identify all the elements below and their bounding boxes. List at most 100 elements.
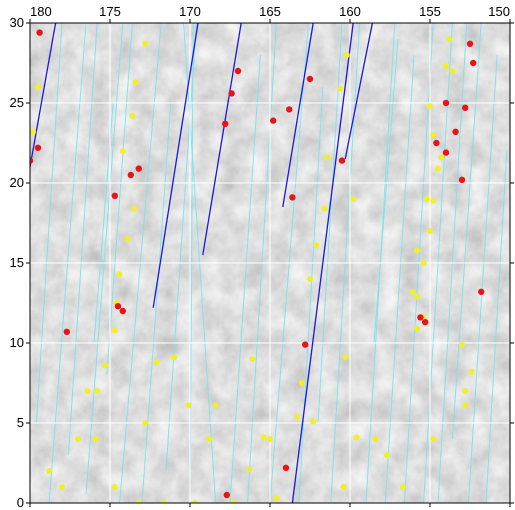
yellow-point [420, 260, 427, 266]
y-axis: 0 5 10 15 20 25 30 [10, 15, 514, 510]
x-tick-label: 150 [488, 4, 510, 19]
yellow-point [313, 242, 320, 249]
cyan-track [106, 23, 133, 376]
blue-track [30, 23, 57, 168]
red-point-layer [30, 29, 485, 499]
red-point [442, 149, 450, 156]
yellow-point [310, 418, 317, 425]
red-point [466, 40, 474, 47]
red-point [462, 104, 469, 112]
red-point [111, 192, 119, 199]
red-point [119, 307, 127, 315]
yellow-point [206, 436, 213, 442]
yellow-point [462, 402, 469, 409]
cyan-track [373, 38, 399, 344]
yellow-point [430, 132, 437, 138]
cyan-track [165, 23, 197, 472]
yellow-point-layer [30, 36, 475, 503]
yellow-point [249, 356, 256, 362]
cyan-track [85, 23, 124, 496]
red-point [338, 157, 346, 164]
yellow-point [414, 325, 421, 332]
yellow-point [35, 84, 41, 90]
yellow-point [191, 500, 198, 503]
red-point [127, 171, 134, 179]
plot-area[interactable] [27, 22, 511, 506]
cyan-track [141, 102, 172, 503]
yellow-point [260, 434, 267, 441]
y-tick-label: 15 [10, 255, 24, 270]
yellow-point [230, 500, 237, 503]
yellow-point [340, 484, 347, 490]
yellow-point [273, 495, 280, 502]
red-point [234, 67, 242, 75]
red-point [478, 288, 485, 295]
yellow-point [30, 128, 37, 135]
red-point [452, 128, 459, 135]
yellow-point [129, 112, 136, 119]
red-point [417, 314, 424, 321]
x-tick-label: 180 [30, 4, 52, 19]
yellow-point [161, 500, 168, 503]
yellow-point [449, 68, 456, 74]
y-tick-label: 0 [17, 495, 24, 510]
cyan-track [35, 23, 63, 424]
cyan-track [298, 86, 324, 503]
red-point [114, 303, 122, 310]
yellow-point [246, 466, 253, 473]
yellow-point [446, 36, 453, 42]
yellow-point [414, 293, 421, 300]
yellow-point [468, 368, 475, 375]
cyan-track [384, 54, 415, 503]
blue-track [282, 23, 314, 208]
red-point [289, 194, 296, 201]
yellow-point [94, 388, 101, 394]
yellow-point [324, 154, 331, 161]
yellow-point [124, 236, 131, 242]
yellow-point [443, 63, 449, 70]
yellow-point [142, 40, 149, 47]
yellow-point [337, 85, 344, 92]
red-point [30, 157, 34, 164]
x-axis: 180 175 170 165 160 155 150 [29, 4, 511, 507]
red-point [222, 120, 229, 128]
red-point [34, 144, 42, 151]
yellow-point [153, 359, 160, 366]
yellow-point [84, 388, 91, 394]
yellow-point [92, 436, 99, 442]
yellow-point [427, 228, 433, 234]
yellow-point [294, 413, 301, 420]
red-point [286, 106, 293, 113]
yellow-point [267, 436, 273, 442]
yellow-point [423, 196, 430, 202]
red-point [302, 341, 309, 348]
yellow-point [372, 436, 379, 442]
yellow-point [116, 271, 123, 278]
red-point [433, 139, 440, 147]
x-tick-label: 175 [99, 4, 121, 19]
yellow-point [111, 484, 118, 490]
yellow-point [414, 247, 421, 254]
y-tick-label: 5 [17, 415, 24, 430]
y-tick-label: 25 [10, 95, 24, 110]
yellow-point [59, 484, 65, 490]
yellow-point [459, 341, 465, 348]
y-tick-label: 10 [10, 335, 24, 350]
x-tick-label: 155 [419, 4, 441, 19]
yellow-point [135, 500, 142, 503]
red-point [306, 75, 314, 83]
yellow-point [353, 434, 360, 441]
yellow-point [119, 148, 126, 154]
red-point [282, 464, 290, 471]
yellow-point [131, 205, 137, 212]
cyan-track [229, 54, 261, 503]
cyan-track [467, 54, 498, 503]
yellow-point [321, 205, 328, 212]
yellow-point [435, 165, 441, 172]
red-point [442, 99, 450, 107]
x-tick-label: 165 [259, 4, 281, 19]
yellow-point [399, 484, 406, 490]
yellow-point [142, 420, 149, 426]
yellow-point [427, 103, 433, 110]
